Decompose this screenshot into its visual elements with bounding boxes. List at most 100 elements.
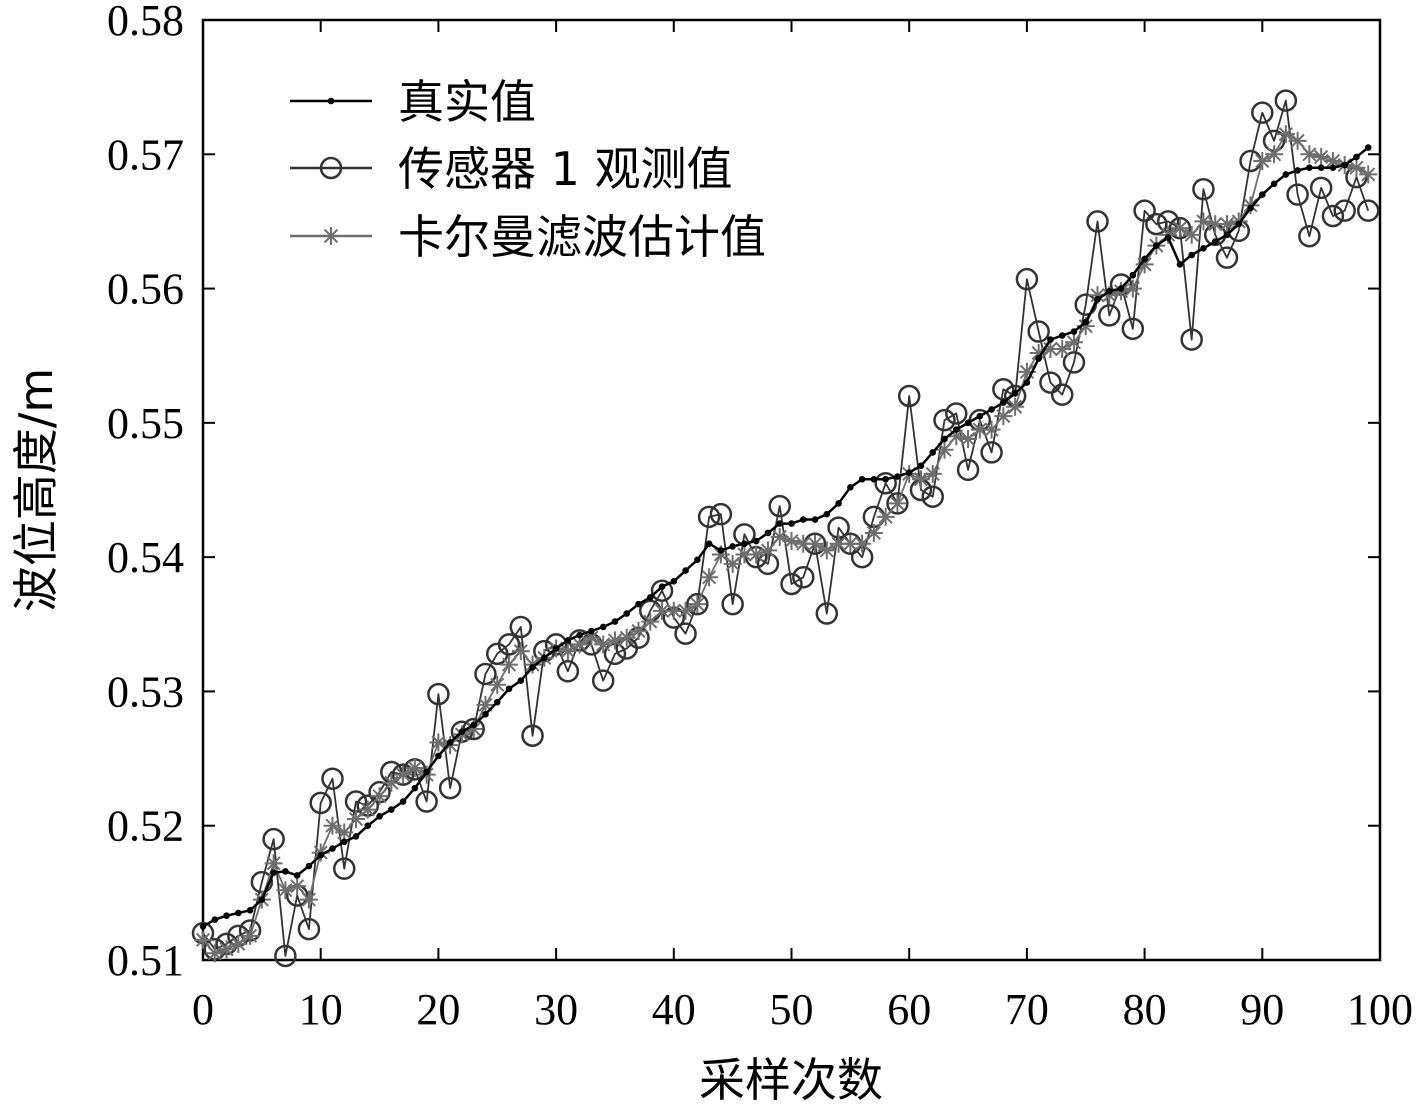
data-point-circle (1309, 176, 1333, 200)
data-point-dot (1176, 261, 1184, 268)
data-point-circle (792, 566, 815, 589)
data-point-dot (952, 426, 960, 433)
data-point-star (288, 877, 307, 896)
data-point-dot (282, 868, 289, 875)
data-point-star (723, 554, 742, 573)
data-point-dot (1235, 220, 1243, 228)
y-tick-label: 0.54 (107, 533, 184, 582)
data-point-star (758, 541, 777, 560)
data-point-dot (847, 484, 854, 491)
data-point-dot (705, 540, 713, 548)
data-point-star (1300, 145, 1319, 164)
data-point-dot (352, 833, 360, 840)
data-point-circle (674, 622, 697, 645)
data-point-star (888, 494, 907, 513)
data-point-dot (376, 813, 383, 820)
x-tick-label: 70 (1005, 985, 1049, 1034)
data-point-dot (1270, 180, 1278, 188)
x-tick-label: 10 (299, 985, 343, 1034)
data-point-star (1123, 279, 1142, 298)
data-point-star (1288, 131, 1307, 150)
data-point-dot (988, 406, 995, 413)
data-point-star (205, 944, 224, 963)
data-point-dot (446, 739, 454, 746)
data-point-dot (1094, 296, 1101, 303)
data-point-dot (882, 475, 889, 483)
data-point-dot (423, 768, 430, 776)
data-point-dot (917, 462, 925, 470)
data-point-dot (1294, 167, 1301, 174)
data-point-dot (435, 752, 442, 760)
data-point-dot (1117, 285, 1125, 292)
data-point-circle (1039, 371, 1062, 394)
data-point-star (959, 429, 978, 448)
data-point-circle (427, 682, 450, 706)
y-tick-label: 0.53 (107, 667, 184, 716)
data-point-circle (297, 917, 321, 941)
data-point-dot (388, 806, 395, 813)
data-point-dot (1317, 164, 1325, 172)
data-point-dot (1000, 399, 1007, 407)
data-point-star (770, 528, 789, 546)
data-point-dot (823, 510, 831, 518)
data-point-dot (1188, 251, 1195, 259)
data-point-star (923, 464, 942, 483)
data-point-circle (1015, 267, 1039, 291)
legend-marker-circle (319, 156, 343, 180)
legend-marker (322, 227, 340, 245)
y-tick-label: 0.57 (107, 130, 184, 179)
data-point-star (382, 773, 401, 792)
data-point-dot (858, 475, 866, 483)
data-point-star (1006, 397, 1025, 416)
data-point-dot (1011, 390, 1019, 397)
data-point-star (982, 420, 1001, 439)
data-point-dot (1153, 242, 1160, 249)
data-point-circle (780, 572, 803, 596)
data-point-dot (894, 473, 901, 480)
data-point-circle (709, 502, 733, 526)
data-point-dot (529, 663, 536, 671)
data-point-circle (686, 592, 709, 616)
data-point-dot (411, 784, 419, 792)
data-point-star (688, 595, 707, 614)
data-point-circle (697, 505, 721, 529)
data-point-dot (1058, 332, 1066, 339)
x-tick-label: 80 (1123, 985, 1167, 1034)
data-point-star (229, 934, 248, 953)
legend-entry-true: 真实值 (290, 75, 536, 129)
x-tick-label: 50 (770, 985, 814, 1034)
data-point-circle (415, 790, 438, 813)
data-point-circle (438, 776, 462, 800)
y-tick-label: 0.52 (107, 802, 184, 851)
series-line (202, 99, 1370, 957)
data-point-dot (305, 862, 313, 870)
data-point-star (876, 507, 895, 526)
data-point-dot (1164, 234, 1172, 241)
series-dot (199, 144, 1372, 930)
data-point-star (264, 854, 283, 873)
data-point-circle (1192, 177, 1215, 201)
series-layer (191, 89, 1380, 968)
data-point-dot (564, 637, 572, 644)
data-point-dot (1047, 336, 1054, 343)
data-point-star (323, 816, 342, 835)
data-point-star (335, 823, 354, 842)
legend-label-kalman: 卡尔曼滤波估计值 (398, 210, 766, 264)
data-point-dot (1141, 255, 1148, 263)
data-point-star (605, 631, 624, 650)
legend-label-sensor: 传感器 1 观测值 (398, 142, 733, 196)
data-point-dot (635, 600, 642, 608)
data-point-circle (1333, 199, 1356, 222)
data-point-dot (599, 623, 607, 631)
data-point-star (511, 642, 530, 661)
data-point-dot (776, 520, 784, 527)
data-point-dot (976, 412, 984, 420)
data-point-circle (1145, 212, 1168, 236)
data-point-circle (1180, 328, 1203, 351)
data-point-circle (1168, 216, 1192, 240)
data-point-dot (1082, 318, 1090, 326)
data-point-dot (1353, 153, 1360, 161)
data-point-circle (1121, 317, 1145, 341)
data-point-star (1265, 145, 1284, 164)
